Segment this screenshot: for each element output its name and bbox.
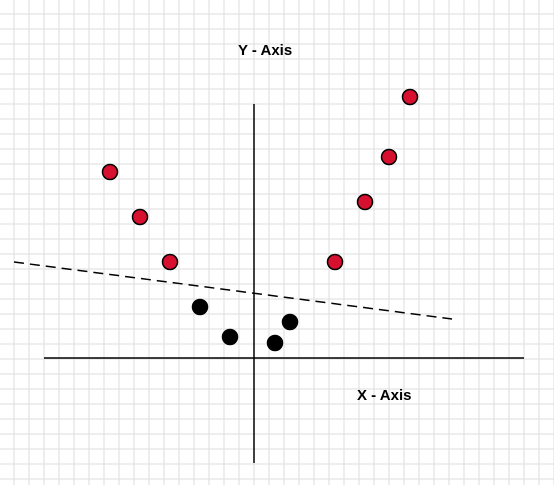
red-point <box>356 193 374 211</box>
black-point <box>221 328 239 346</box>
separator-dashed-line <box>13 261 453 320</box>
red-point <box>401 88 419 106</box>
red-point <box>131 208 149 226</box>
black-point <box>281 313 299 331</box>
red-point <box>380 148 398 166</box>
black-point <box>266 334 284 352</box>
x-axis-label: X - Axis <box>357 387 411 404</box>
black-point <box>191 298 209 316</box>
y-axis-label: Y - Axis <box>238 42 292 59</box>
red-point <box>161 253 179 271</box>
red-point <box>101 163 119 181</box>
data-points <box>101 88 419 352</box>
red-point <box>326 253 344 271</box>
